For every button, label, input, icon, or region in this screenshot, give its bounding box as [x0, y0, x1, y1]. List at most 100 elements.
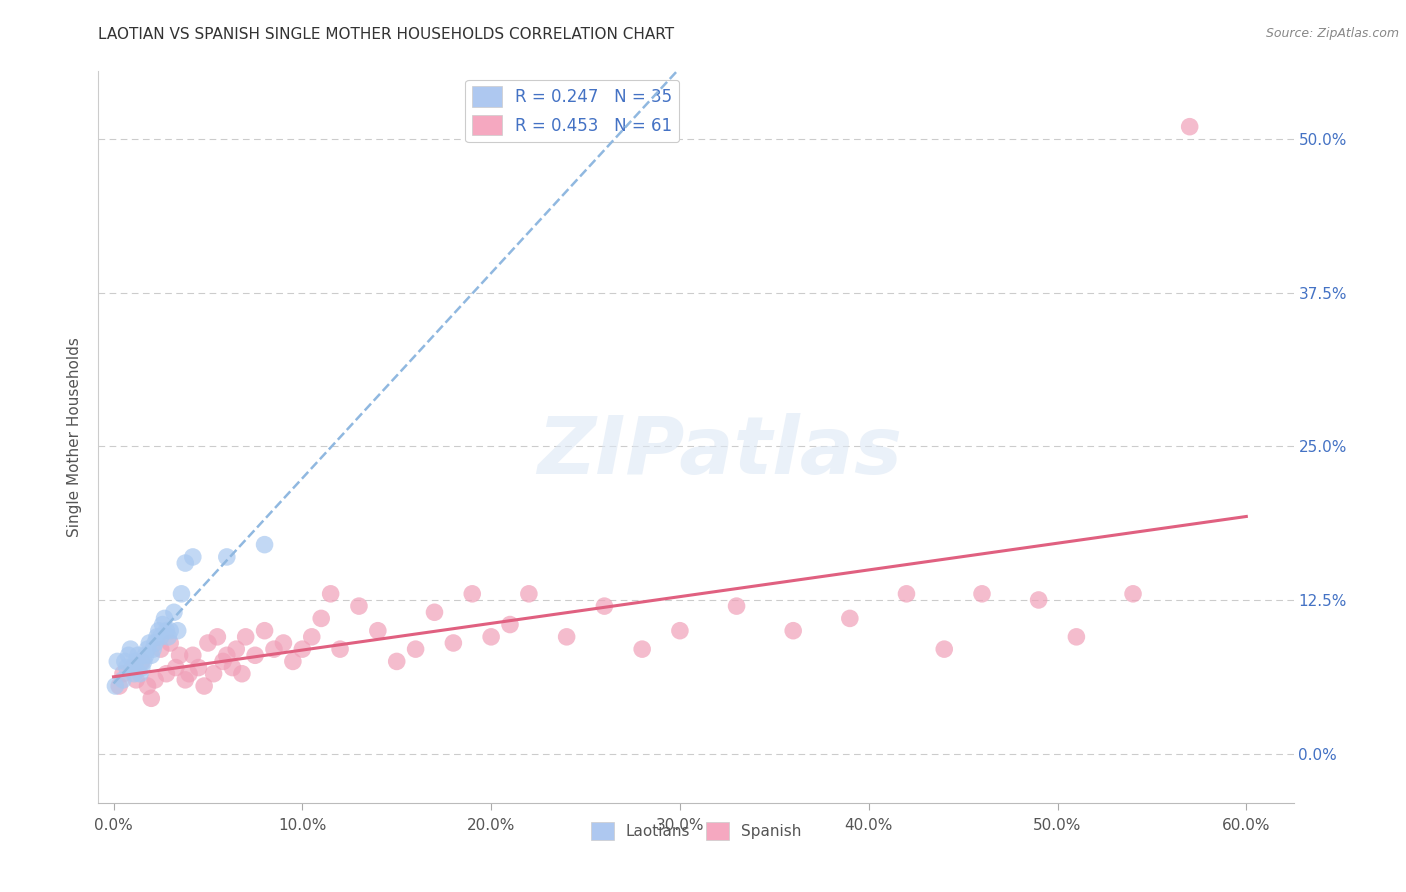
Point: [121, 660, 143, 674]
Point: [117, 648, 139, 663]
Point: [169, 648, 191, 663]
Point: [669, 624, 692, 638]
Point: [193, 679, 215, 693]
Point: [135, 648, 157, 663]
Point: [125, 673, 148, 687]
Point: [141, 648, 163, 663]
Point: [105, 655, 128, 669]
Point: [479, 630, 502, 644]
Point: [207, 630, 229, 644]
Text: ZIPatlas: ZIPatlas: [537, 413, 903, 491]
Point: [934, 642, 956, 657]
Point: [174, 673, 197, 687]
Point: [124, 666, 146, 681]
Point: [166, 624, 188, 638]
Point: [159, 636, 181, 650]
Point: [499, 617, 522, 632]
Point: [131, 660, 153, 674]
Point: [235, 630, 257, 644]
Point: [782, 624, 804, 638]
Point: [517, 587, 540, 601]
Point: [129, 666, 152, 681]
Text: Source: ZipAtlas.com: Source: ZipAtlas.com: [1265, 27, 1399, 40]
Point: [153, 611, 176, 625]
Point: [1178, 120, 1201, 134]
Point: [273, 636, 295, 650]
Point: [111, 666, 134, 681]
Point: [181, 648, 204, 663]
Point: [441, 636, 464, 650]
Point: [896, 587, 918, 601]
Point: [136, 679, 159, 693]
Point: [138, 636, 160, 650]
Point: [165, 660, 187, 674]
Point: [157, 630, 180, 644]
Point: [215, 648, 238, 663]
Point: [197, 636, 219, 650]
Point: [155, 666, 177, 681]
Point: [1066, 630, 1088, 644]
Point: [309, 611, 332, 625]
Point: [111, 673, 134, 687]
Point: [187, 660, 209, 674]
Point: [593, 599, 616, 613]
Point: [1122, 587, 1144, 601]
Y-axis label: Single Mother Households: Single Mother Households: [67, 337, 83, 537]
Point: [131, 655, 153, 669]
Point: [125, 655, 148, 669]
Point: [347, 599, 370, 613]
Point: [555, 630, 578, 644]
Point: [221, 660, 243, 674]
Point: [132, 655, 155, 669]
Point: [159, 624, 181, 638]
Point: [329, 642, 352, 657]
Point: [121, 660, 143, 674]
Point: [115, 660, 138, 674]
Point: [291, 642, 314, 657]
Point: [225, 642, 247, 657]
Point: [143, 636, 166, 650]
Point: [253, 624, 276, 638]
Point: [212, 655, 235, 669]
Point: [114, 655, 136, 669]
Point: [263, 642, 285, 657]
Text: LAOTIAN VS SPANISH SINGLE MOTHER HOUSEHOLDS CORRELATION CHART: LAOTIAN VS SPANISH SINGLE MOTHER HOUSEHO…: [98, 27, 675, 42]
Point: [725, 599, 748, 613]
Point: [146, 630, 169, 644]
Point: [970, 587, 993, 601]
Legend: Laotians, Spanish: Laotians, Spanish: [585, 815, 807, 847]
Point: [104, 679, 127, 693]
Point: [385, 655, 408, 669]
Point: [423, 605, 446, 619]
Point: [181, 549, 204, 564]
Point: [1028, 593, 1050, 607]
Point: [177, 666, 200, 681]
Point: [149, 642, 172, 657]
Point: [136, 642, 159, 657]
Point: [319, 587, 342, 601]
Point: [127, 648, 149, 663]
Point: [631, 642, 654, 657]
Point: [281, 655, 304, 669]
Point: [461, 587, 484, 601]
Point: [143, 673, 166, 687]
Point: [838, 611, 860, 625]
Point: [163, 605, 186, 619]
Point: [405, 642, 427, 657]
Point: [243, 648, 266, 663]
Point: [231, 666, 253, 681]
Point: [253, 538, 276, 552]
Point: [108, 679, 131, 693]
Point: [141, 691, 163, 706]
Point: [120, 642, 142, 657]
Point: [202, 666, 225, 681]
Point: [301, 630, 323, 644]
Point: [155, 624, 177, 638]
Point: [152, 617, 174, 632]
Point: [367, 624, 389, 638]
Point: [170, 587, 193, 601]
Point: [149, 630, 172, 644]
Point: [142, 642, 165, 657]
Point: [148, 624, 170, 638]
Point: [215, 549, 238, 564]
